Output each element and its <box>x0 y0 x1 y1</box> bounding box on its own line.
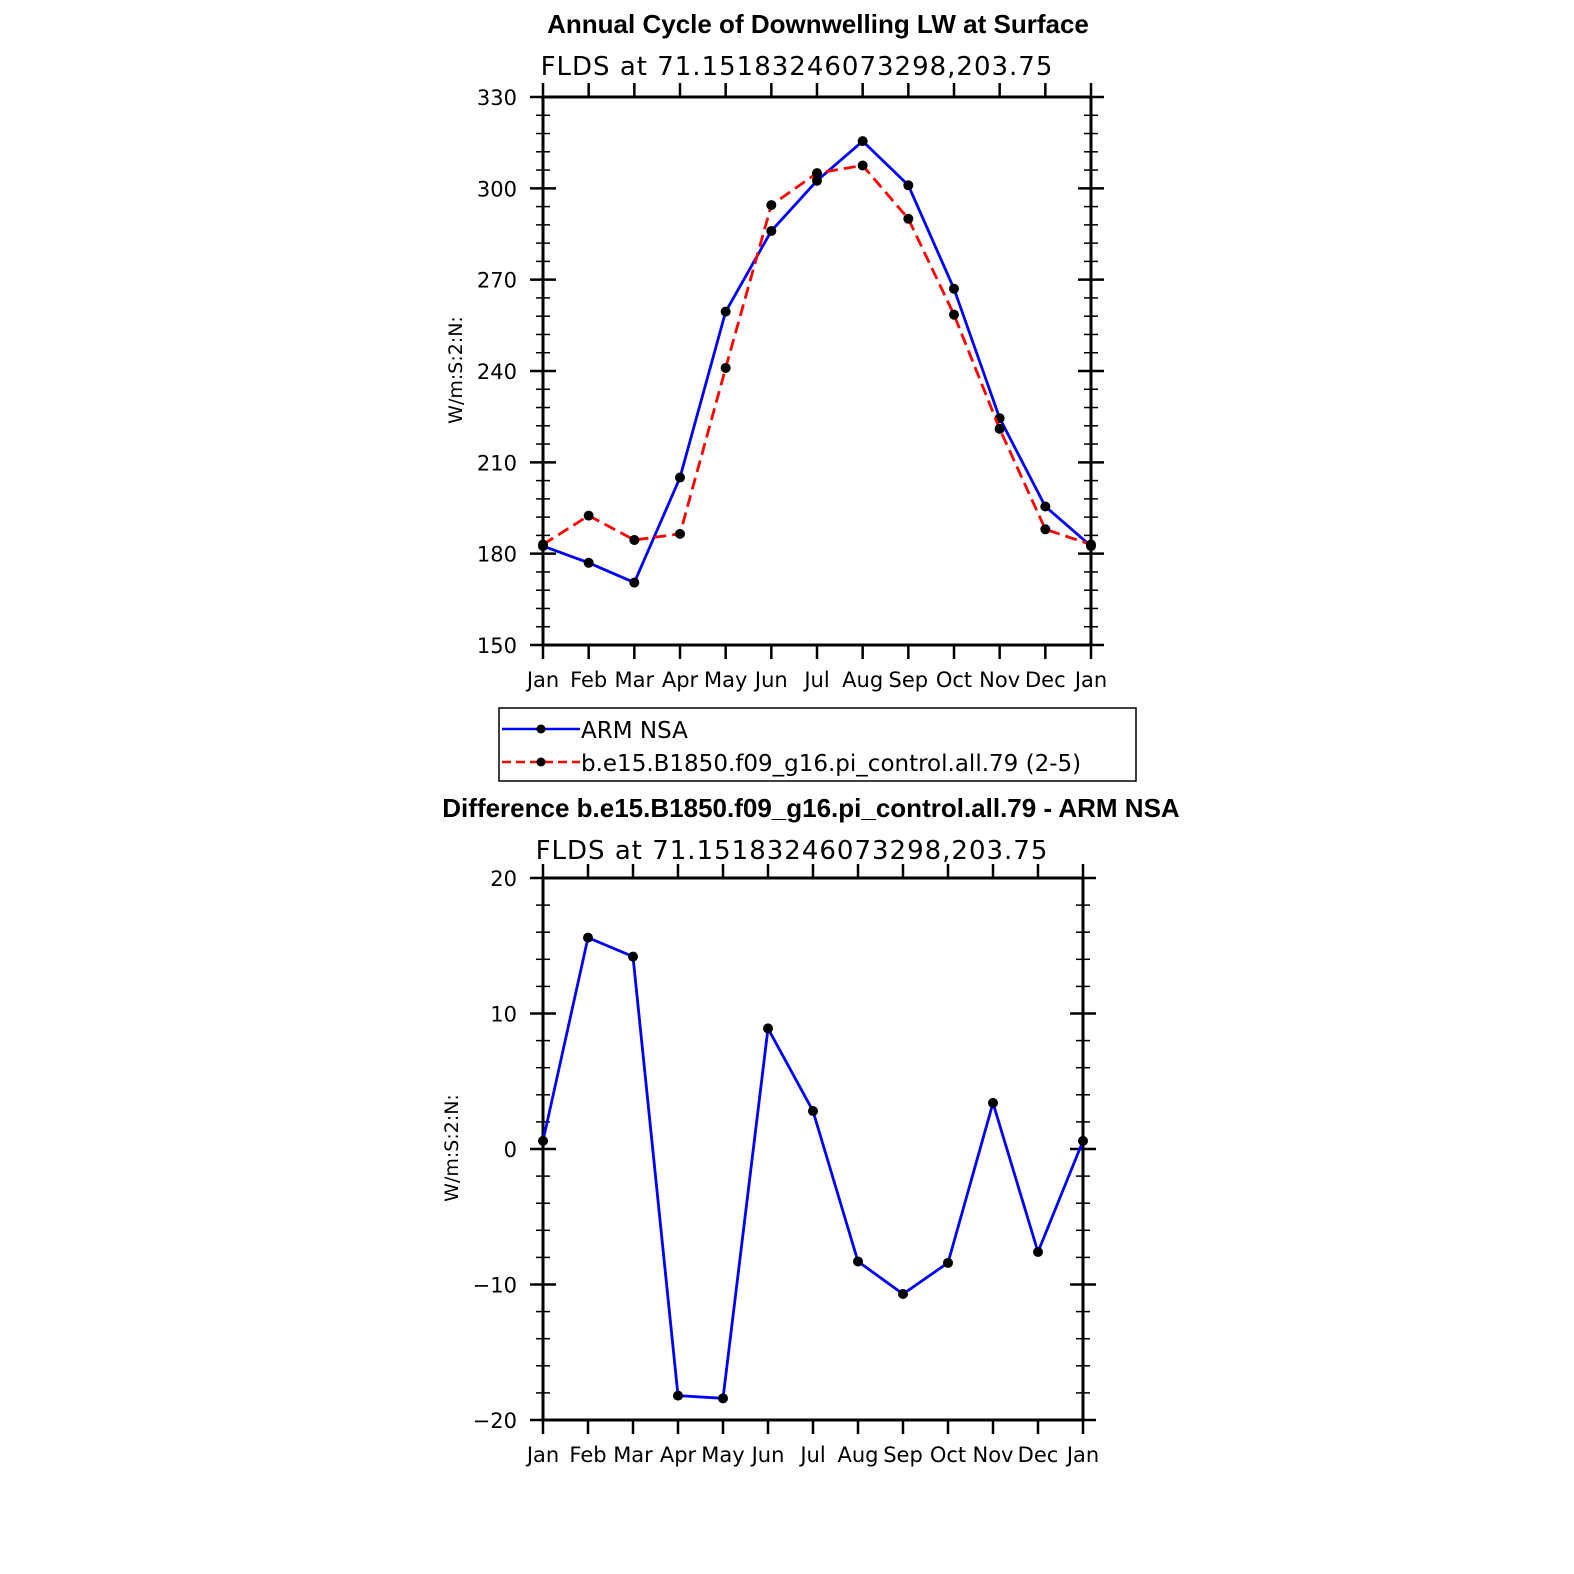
data-point <box>943 1257 953 1268</box>
x-tick-label: Dec <box>1018 1443 1059 1467</box>
data-point <box>766 225 777 236</box>
data-point <box>538 539 548 550</box>
y-tick-label: 300 <box>477 177 517 201</box>
legend-label-arm-nsa: ARM NSA <box>581 718 688 744</box>
difference-chart: Difference b.e15.B1850.f09_g16.pi_contro… <box>441 793 1180 1467</box>
data-point <box>1040 501 1051 512</box>
data-point <box>629 534 640 545</box>
x-tick-label: Nov <box>979 668 1020 692</box>
data-point <box>857 160 868 171</box>
x-tick-label: Oct <box>930 1443 966 1467</box>
x-tick-label: Aug <box>842 668 883 692</box>
y-tick-label: 150 <box>477 634 517 658</box>
plot-frame <box>541 876 1085 1422</box>
data-point <box>675 472 685 483</box>
data-point <box>583 510 594 521</box>
legend-label-model: b.e15.B1850.f09_g16.pi_control.all.79 (2… <box>581 751 1081 777</box>
x-tick-label: May <box>704 668 747 692</box>
axes: 150 180 210 240 270 300 330 Jan Feb Mar Apr May Jun J… <box>477 83 1107 692</box>
chart-subtitle: FLDS at 71.15183246073298,203.75 <box>541 52 1054 82</box>
data-point <box>1086 539 1096 550</box>
data-point <box>675 528 685 539</box>
data-point <box>583 932 593 943</box>
x-tick-label: Nov <box>973 1443 1014 1467</box>
series-group <box>538 932 1088 1404</box>
data-point <box>628 951 638 962</box>
x-tick-label: Jun <box>750 1443 785 1467</box>
y-tick-label: 10 <box>490 1003 517 1027</box>
data-point <box>629 577 640 588</box>
y-tick-label: 270 <box>477 269 517 293</box>
data-point <box>808 1106 818 1117</box>
data-point <box>949 309 959 320</box>
x-tick-label: Oct <box>936 668 972 692</box>
x-tick-label: Jan <box>525 668 559 692</box>
legend-box <box>498 707 1137 782</box>
data-point <box>1033 1246 1043 1257</box>
legend: ARM NSA b.e15.B1850.f09_g16.pi_control.a… <box>498 707 1137 782</box>
x-tick-label: Jul <box>802 668 829 692</box>
y-axis-label: W/m:S:2:N: <box>445 316 467 424</box>
x-tick-label: Dec <box>1025 668 1066 692</box>
x-tick-label: Mar <box>613 1443 653 1467</box>
x-tick-label: Feb <box>569 1443 606 1467</box>
series-line-0 <box>541 936 1085 1400</box>
data-point <box>720 306 731 317</box>
x-tick-label: Jun <box>753 668 788 692</box>
x-tick-label: Apr <box>660 1443 697 1467</box>
data-point <box>898 1288 908 1299</box>
data-point <box>812 168 822 179</box>
data-point <box>812 175 822 186</box>
data-point <box>857 136 868 147</box>
chart-title: Annual Cycle of Downwelling LW at Surfac… <box>547 9 1089 39</box>
y-tick-label: 20 <box>490 867 517 891</box>
data-point <box>853 1256 863 1267</box>
y-axis-label: W/m:S:2:N: <box>441 1094 463 1202</box>
chart-title: Difference b.e15.B1850.f09_g16.pi_contro… <box>442 793 1180 823</box>
data-point <box>994 423 1005 434</box>
series-group <box>538 136 1096 588</box>
axes: −20 −10 0 10 20 Jan Feb Mar Apr May Jun Jul Aug Sep Oc… <box>473 864 1099 1467</box>
series-line-0 <box>542 139 1092 584</box>
data-point <box>538 1135 548 1146</box>
annual-cycle-chart: Annual Cycle of Downwelling LW at Surfac… <box>445 9 1107 692</box>
y-tick-label: −10 <box>473 1274 517 1298</box>
x-tick-label: Apr <box>662 668 699 692</box>
y-tick-label: 240 <box>477 360 517 384</box>
data-point <box>1040 524 1051 535</box>
data-point <box>903 180 914 191</box>
data-point <box>763 1023 773 1034</box>
x-tick-label: Aug <box>837 1443 878 1467</box>
x-tick-label: Jan <box>1073 668 1107 692</box>
chart-subtitle: FLDS at 71.15183246073298,203.75 <box>536 836 1049 866</box>
data-point <box>766 200 777 211</box>
x-tick-label: Sep <box>889 668 929 692</box>
data-point <box>949 283 959 294</box>
data-point <box>673 1390 683 1401</box>
x-tick-label: Feb <box>570 668 607 692</box>
data-point <box>1078 1135 1088 1146</box>
legend-marker-arm-nsa <box>536 724 546 734</box>
y-tick-label: 180 <box>477 543 517 567</box>
series-line-1 <box>542 164 1092 546</box>
y-tick-label: 330 <box>477 86 517 110</box>
x-tick-label: Jan <box>525 1443 559 1467</box>
data-point <box>720 362 731 373</box>
legend-marker-model <box>536 757 546 767</box>
data-point <box>988 1097 998 1108</box>
data-point <box>583 557 594 568</box>
x-tick-label: Sep <box>883 1443 923 1467</box>
y-tick-label: 0 <box>504 1138 517 1162</box>
data-point <box>718 1393 728 1404</box>
x-tick-label: Jan <box>1065 1443 1099 1467</box>
x-tick-label: May <box>701 1443 744 1467</box>
data-point <box>903 213 914 224</box>
x-tick-label: Mar <box>615 668 655 692</box>
y-tick-label: 210 <box>477 451 517 475</box>
x-tick-label: Jul <box>798 1443 825 1467</box>
y-tick-label: −20 <box>473 1409 517 1433</box>
